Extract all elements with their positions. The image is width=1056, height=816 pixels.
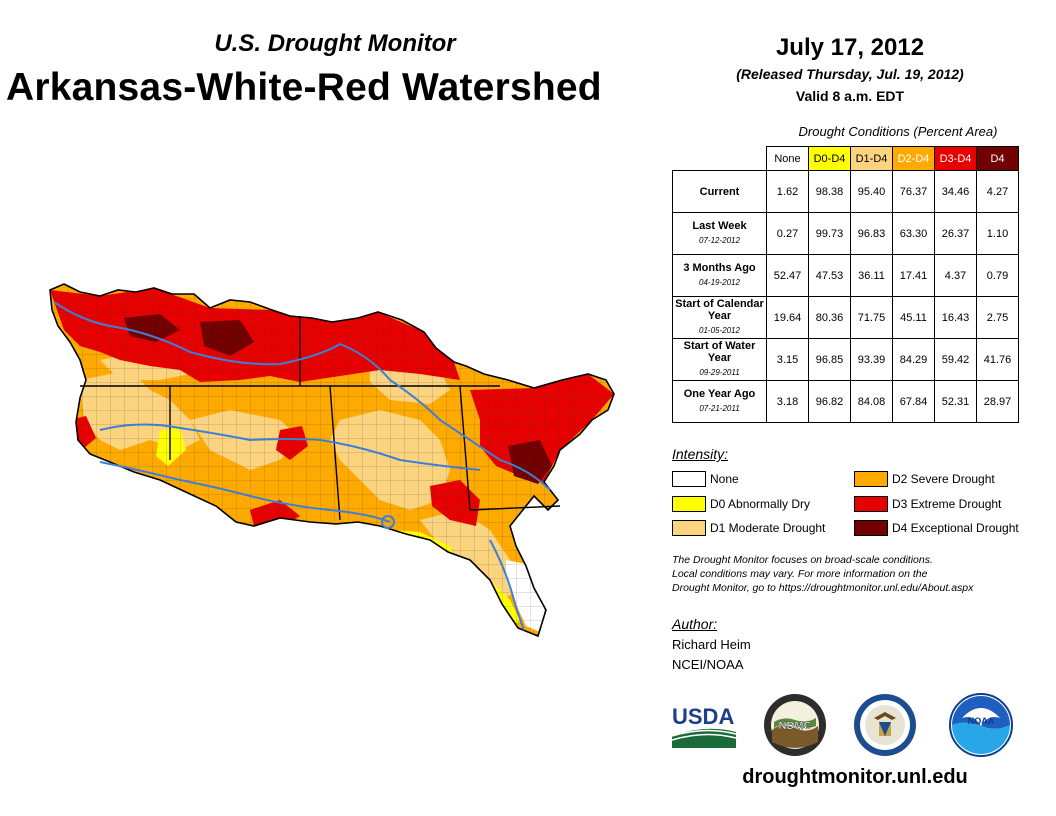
col-none: None [766, 146, 809, 171]
legend-title: Intensity: [672, 446, 729, 462]
cell: 1.62 [766, 170, 809, 213]
cell: 0.79 [976, 254, 1019, 297]
cell: 93.39 [850, 338, 893, 381]
cell: 1.10 [976, 212, 1019, 255]
cell: 19.64 [766, 296, 809, 339]
cell: 80.36 [808, 296, 851, 339]
cell: 59.42 [934, 338, 977, 381]
cell: 96.82 [808, 380, 851, 423]
author-org: NCEI/NOAA [672, 657, 744, 672]
cell: 98.38 [808, 170, 851, 213]
cell: 34.46 [934, 170, 977, 213]
legend-label: D2 Severe Drought [892, 472, 995, 486]
cell: 3.18 [766, 380, 809, 423]
col-d0-d4: D0-D4 [808, 146, 851, 171]
table-row: Last Week 07-12-2012 0.27 99.73 96.83 63.… [672, 212, 1019, 255]
svg-text:NOAA: NOAA [968, 716, 995, 726]
svg-text:NDMC: NDMC [779, 720, 812, 732]
disclaimer-note: The Drought Monitor focuses on broad-sca… [672, 554, 974, 594]
cell: 3.15 [766, 338, 809, 381]
col-d1-d4: D1-D4 [850, 146, 893, 171]
noaa-logo: NOAA [949, 693, 1013, 757]
legend-label: D0 Abnormally Dry [710, 497, 811, 511]
table-corner [672, 146, 767, 171]
author-name: Richard Heim [672, 637, 751, 652]
cell: 41.76 [976, 338, 1019, 381]
col-d4: D4 [976, 146, 1019, 171]
row-label: 3 Months Ago 04-19-2012 [672, 254, 767, 297]
legend-swatch [672, 471, 706, 487]
legend-swatch [672, 496, 706, 512]
table-row: Start of Water Year 09-29-2011 3.15 96.85… [672, 338, 1019, 381]
cell: 0.27 [766, 212, 809, 255]
rivers [53, 301, 551, 631]
table-row: Current 1.62 98.38 95.40 76.37 34.46 4.2… [672, 170, 1019, 213]
legend-label: None [710, 472, 739, 486]
cell: 47.53 [808, 254, 851, 297]
cell: 52.47 [766, 254, 809, 297]
table-row: 3 Months Ago 04-19-2012 52.47 47.53 36.11… [672, 254, 1019, 297]
row-label: Last Week 07-12-2012 [672, 212, 767, 255]
svg-text:USDA: USDA [672, 704, 734, 729]
legend-label: D1 Moderate Drought [710, 521, 826, 535]
site-url[interactable]: droughtmonitor.unl.edu [742, 766, 968, 788]
supertitle: U.S. Drought Monitor [214, 30, 456, 57]
author-label: Author: [672, 616, 718, 632]
release-date: (Released Thursday, Jul. 19, 2012) [736, 66, 964, 82]
cell: 99.73 [808, 212, 851, 255]
basin-outline [49, 283, 615, 638]
table-row: Start of Calendar Year 01-05-2012 19.64 8… [672, 296, 1019, 339]
legend-label: D4 Exceptional Drought [892, 521, 1019, 535]
col-d3-d4: D3-D4 [934, 146, 977, 171]
cell: 28.97 [976, 380, 1019, 423]
row-label: Start of Calendar Year 01-05-2012 [672, 296, 767, 339]
cell: 67.84 [892, 380, 935, 423]
legend-swatch [854, 496, 888, 512]
cell: 36.11 [850, 254, 893, 297]
cell: 26.37 [934, 212, 977, 255]
cell: 52.31 [934, 380, 977, 423]
row-label: Start of Water Year 09-29-2011 [672, 338, 767, 381]
usda-logo: USDA [672, 704, 737, 748]
cell: 84.08 [850, 380, 893, 423]
cell: 96.83 [850, 212, 893, 255]
ndmc-logo: NDMC [764, 694, 826, 756]
valid-time: Valid 8 a.m. EDT [795, 88, 905, 104]
cell: 71.75 [850, 296, 893, 339]
drought-map [49, 283, 615, 638]
cell: 84.29 [892, 338, 935, 381]
table-caption: Drought Conditions (Percent Area) [798, 124, 998, 139]
cell: 45.11 [892, 296, 935, 339]
table-row: One Year Ago 07-21-2011 3.18 96.82 84.08 … [672, 380, 1019, 423]
cell: 63.30 [892, 212, 935, 255]
col-d2-d4: D2-D4 [892, 146, 935, 171]
legend-swatch [854, 520, 888, 536]
state-boundaries [80, 316, 561, 521]
cell: 96.85 [808, 338, 851, 381]
row-label: One Year Ago 07-21-2011 [672, 380, 767, 423]
legend-swatch [854, 471, 888, 487]
cell: 76.37 [892, 170, 935, 213]
cell: 4.27 [976, 170, 1019, 213]
row-label: Current [672, 170, 767, 213]
cell: 16.43 [934, 296, 977, 339]
table-header-row: None D0-D4 D1-D4 D2-D4 D3-D4 D4 [672, 146, 1019, 171]
cell: 17.41 [892, 254, 935, 297]
map-date: July 17, 2012 [775, 34, 925, 61]
cell: 4.37 [934, 254, 977, 297]
commerce-seal-logo [854, 694, 916, 756]
legend-swatch [672, 520, 706, 536]
cell: 95.40 [850, 170, 893, 213]
map-title: Arkansas-White-Red Watershed [6, 66, 602, 109]
drought-conditions-table: None D0-D4 D1-D4 D2-D4 D3-D4 D4 Current … [672, 146, 1019, 423]
legend-label: D3 Extreme Drought [892, 497, 1002, 511]
cell: 2.75 [976, 296, 1019, 339]
